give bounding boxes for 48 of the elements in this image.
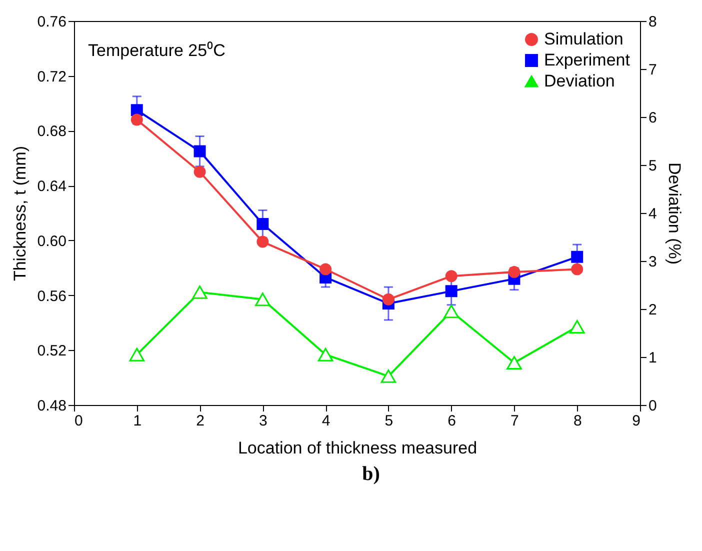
legend-label: Deviation [544, 72, 615, 90]
legend-label: Simulation [544, 30, 624, 48]
y2-tick-label: 7 [648, 62, 657, 78]
point [445, 270, 458, 282]
x-tick-label: 3 [258, 412, 268, 430]
y2-tick-label: 2 [648, 302, 657, 318]
y2-tick-label: 1 [648, 350, 657, 366]
x-tick-label: 5 [384, 412, 394, 430]
x-tick-label: 6 [448, 412, 456, 430]
point [194, 166, 206, 178]
point [256, 236, 269, 248]
point [571, 250, 584, 263]
annotation: Temperature 25⁰C [88, 41, 226, 60]
y2-tick-label: 5 [648, 158, 657, 174]
y-tick-label: 0.56 [37, 288, 66, 305]
x-axis-title: Location of thickness measured [238, 438, 478, 458]
point [194, 145, 206, 158]
x-tick-label: 2 [196, 412, 204, 430]
x-tick-label: 7 [510, 412, 519, 430]
point [130, 114, 143, 126]
y2-tick-label: 0 [648, 398, 657, 414]
y-axis-title: Thickness, t (mm) [10, 146, 30, 282]
point [508, 266, 520, 278]
x-tick-label: 1 [133, 412, 142, 430]
point [320, 263, 332, 276]
y2-tick-label: 4 [648, 206, 657, 222]
legend-label: Experiment [544, 50, 630, 70]
text: b) [361, 463, 381, 486]
y-tick-label: 0.72 [37, 68, 66, 86]
x-tick-label: 4 [322, 412, 330, 430]
y2-tick-label: 3 [648, 254, 657, 270]
x-tick-label: 9 [632, 412, 640, 430]
y2-tick-label: 6 [648, 110, 657, 126]
point [382, 293, 394, 306]
y2-tick-label: 8 [648, 14, 657, 30]
point [445, 285, 458, 298]
point [130, 104, 143, 116]
point [571, 263, 584, 276]
y-tick-label: 0.52 [37, 342, 66, 360]
point [256, 218, 269, 230]
y-tick-label: 0.48 [37, 398, 66, 414]
y-tick-label: 0.68 [37, 123, 66, 140]
y-tick-label: 0.64 [37, 178, 66, 196]
x-tick-label: 0 [74, 412, 83, 430]
x-tick-label: 8 [573, 412, 582, 430]
y-tick-label: 0.76 [37, 14, 66, 30]
y-tick-label: 0.60 [37, 232, 66, 250]
y2-axis-title: Deviation (%) [664, 162, 684, 265]
